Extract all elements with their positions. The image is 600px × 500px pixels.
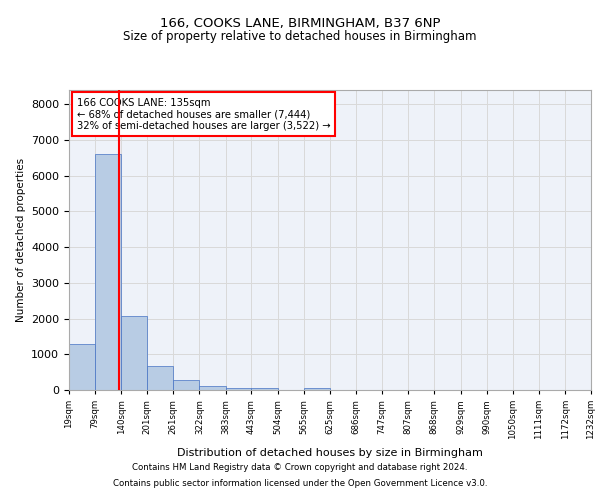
Bar [148,366,173,390]
X-axis label: Distribution of detached houses by size in Birmingham: Distribution of detached houses by size … [177,448,483,458]
Bar [251,388,278,390]
Text: Contains HM Land Registry data © Crown copyright and database right 2024.: Contains HM Land Registry data © Crown c… [132,464,468,472]
Text: 166 COOKS LANE: 135sqm
← 68% of detached houses are smaller (7,444)
32% of semi-: 166 COOKS LANE: 135sqm ← 68% of detached… [77,98,331,130]
Text: Size of property relative to detached houses in Birmingham: Size of property relative to detached ho… [123,30,477,43]
Bar [226,388,251,390]
Bar [69,344,95,390]
Text: Contains public sector information licensed under the Open Government Licence v3: Contains public sector information licen… [113,478,487,488]
Text: 166, COOKS LANE, BIRMINGHAM, B37 6NP: 166, COOKS LANE, BIRMINGHAM, B37 6NP [160,18,440,30]
Bar [304,388,330,390]
Bar [95,154,121,390]
Bar [173,380,199,390]
Bar [199,386,226,390]
Y-axis label: Number of detached properties: Number of detached properties [16,158,26,322]
Bar [121,316,148,390]
